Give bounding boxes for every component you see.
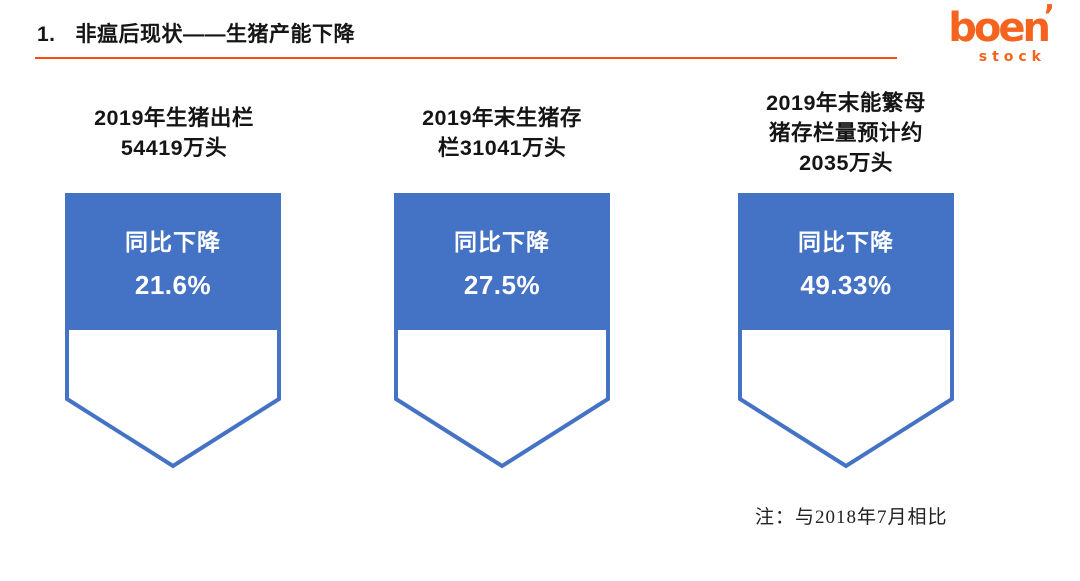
stat-title-1: 2019年生猪出栏 54419万头 bbox=[9, 80, 339, 186]
stat-title-2: 2019年末生猪存 栏31041万头 bbox=[337, 80, 667, 186]
pennant-banner-3: 同比下降 49.33% bbox=[738, 193, 954, 473]
page-title: 1. 非瘟后现状——生猪产能下降 bbox=[37, 18, 355, 48]
logo-wordmark: boen’ bbox=[948, 2, 1055, 51]
pennant-shape-icon bbox=[65, 193, 281, 469]
logo-name-text: boen bbox=[948, 5, 1051, 51]
banner-label: 同比下降 bbox=[454, 228, 550, 255]
title-text: 非瘟后现状——生猪产能下降 bbox=[75, 23, 356, 46]
pennant-text-3: 同比下降 49.33% bbox=[738, 193, 954, 330]
stat-title-line: 猪存栏量预计约 bbox=[768, 121, 923, 145]
stat-title-line: 54419万头 bbox=[120, 136, 228, 160]
stat-title-line: 2019年生猪出栏 bbox=[94, 106, 254, 130]
pennant-text-2: 同比下降 27.5% bbox=[394, 193, 610, 330]
title-underline bbox=[35, 57, 897, 59]
banner-label: 同比下降 bbox=[125, 228, 221, 255]
stat-title-line: 2019年末生猪存 bbox=[422, 106, 582, 130]
banner-value: 49.33% bbox=[800, 269, 892, 300]
stat-title-line: 2035万头 bbox=[799, 151, 893, 175]
pennant-banner-2: 同比下降 27.5% bbox=[394, 193, 610, 473]
pennant-banner-1: 同比下降 21.6% bbox=[65, 193, 281, 473]
banner-value: 21.6% bbox=[134, 269, 212, 300]
stat-title-line: 栏31041万头 bbox=[437, 136, 567, 160]
logo-subtitle: stock bbox=[978, 49, 1046, 65]
stat-title-3: 2019年末能繁母 猪存栏量预计约 2035万头 bbox=[681, 80, 1011, 186]
footnote: 注：与2018年7月相比 bbox=[755, 507, 948, 528]
stat-title-line: 2019年末能繁母 bbox=[766, 91, 926, 115]
pennant-text-1: 同比下降 21.6% bbox=[65, 193, 281, 330]
logo-tick-mark: ’ bbox=[1043, 0, 1055, 34]
banner-value: 27.5% bbox=[463, 269, 541, 300]
company-logo: boen’ stock bbox=[948, 2, 1055, 65]
pennant-shape-icon bbox=[738, 193, 954, 469]
title-number: 1. bbox=[37, 23, 56, 46]
pennant-shape-icon bbox=[394, 193, 610, 469]
banner-label: 同比下降 bbox=[798, 228, 894, 255]
